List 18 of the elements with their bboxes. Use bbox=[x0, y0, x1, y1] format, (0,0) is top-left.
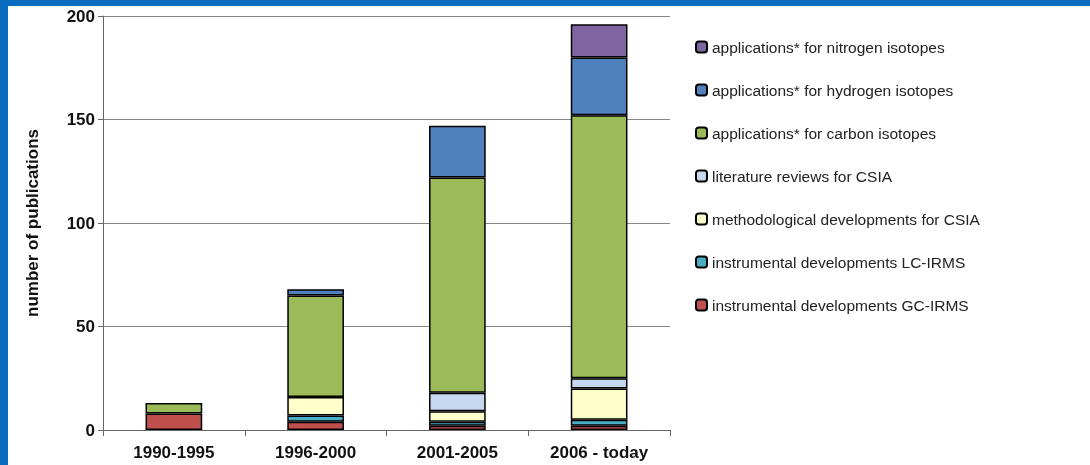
legend-label: instrumental developments GC-IRMS bbox=[712, 296, 969, 314]
y-tick-label: 200 bbox=[66, 6, 95, 26]
x-tick-label: 1996-2000 bbox=[274, 443, 357, 462]
y-tick-label: 50 bbox=[76, 317, 95, 336]
legend-label: applications* for hydrogen isotopes bbox=[712, 81, 954, 99]
legend-label: instrumental developments LC-IRMS bbox=[712, 253, 966, 271]
x-tick-label: 1990-1995 bbox=[133, 443, 215, 462]
legend-label: applications* for nitrogen isotopes bbox=[712, 38, 945, 56]
bar bbox=[429, 425, 486, 430]
y-axis-title: number of publications bbox=[23, 129, 42, 317]
y-tick-label: 150 bbox=[66, 110, 95, 129]
x-tick-label: 2001-2005 bbox=[416, 443, 499, 462]
legend-label: literature reviews for CSIA bbox=[712, 167, 893, 185]
legend-label: methodological developments for CSIA bbox=[712, 210, 981, 228]
legend-label: applications* for carbon isotopes bbox=[712, 124, 937, 142]
x-tick-label: 2006 - today bbox=[549, 443, 649, 462]
y-tick-label: 0 bbox=[85, 420, 95, 440]
y-tick-label: 100 bbox=[66, 213, 95, 233]
